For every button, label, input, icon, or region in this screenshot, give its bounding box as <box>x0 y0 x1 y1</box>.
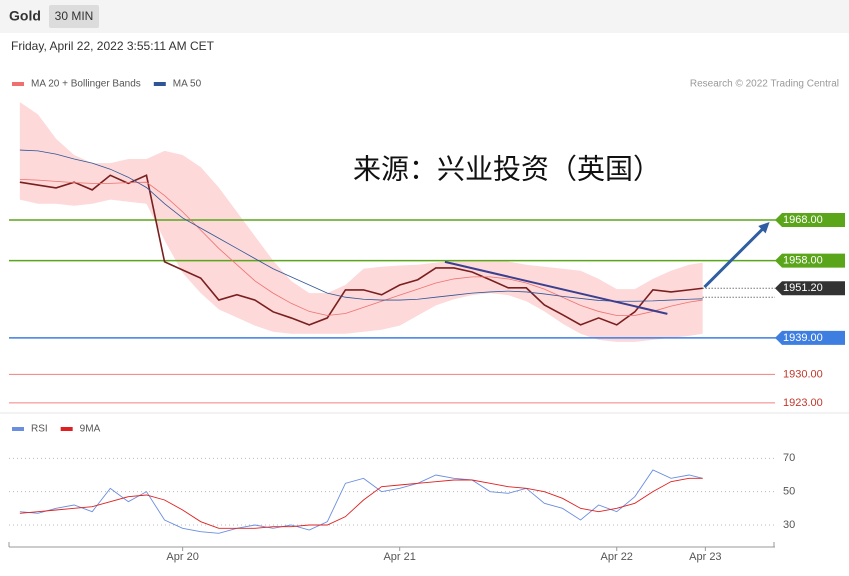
date: Friday, April 22, 2022 3:55:11 AM CET <box>11 39 215 53</box>
series-line <box>19 149 703 302</box>
level-label: 1923.00 <box>783 397 823 409</box>
y-tick-label: 30 <box>783 519 795 531</box>
credit: Research © 2022 Trading Central <box>690 79 839 90</box>
bollinger-band <box>19 102 703 342</box>
series-line <box>19 469 703 534</box>
legend-swatch <box>12 82 24 86</box>
symbol: Gold <box>9 8 41 24</box>
y-tick-label: 50 <box>783 486 795 498</box>
series-line <box>19 178 703 316</box>
level-label: 1930.00 <box>783 368 823 380</box>
header-bar <box>0 0 849 33</box>
legend-swatch <box>153 82 166 86</box>
legend-label: MA 50 <box>173 79 202 90</box>
level-tag <box>775 330 845 345</box>
interval-button[interactable] <box>49 5 99 28</box>
x-tick-label: Apr 22 <box>601 551 633 563</box>
interval-label[interactable]: 30 MIN <box>55 9 94 23</box>
series-line <box>19 477 703 529</box>
x-tick-label: Apr 21 <box>383 551 415 563</box>
legend-label: RSI <box>31 424 48 435</box>
level-tag <box>775 281 845 296</box>
legend-label: 9MA <box>80 424 101 435</box>
forecast-arrow <box>703 225 766 289</box>
legend-swatch <box>60 427 73 431</box>
level-label: 1939.00 <box>783 332 823 344</box>
level-label: 1951.20 <box>783 282 823 294</box>
level-label: 1958.00 <box>783 255 823 267</box>
arrow-head <box>758 222 770 234</box>
x-tick-label: Apr 20 <box>166 551 198 563</box>
legend-swatch <box>12 427 24 431</box>
legend-label: MA 20 + Bollinger Bands <box>31 79 141 90</box>
level-label: 1968.00 <box>783 214 823 226</box>
y-tick-label: 70 <box>783 452 795 464</box>
trendline <box>444 260 668 315</box>
watermark: 来源：兴业投资（英国） <box>353 153 661 184</box>
x-tick-label: Apr 23 <box>689 551 721 563</box>
level-tag <box>775 212 845 227</box>
level-tag <box>775 253 845 268</box>
